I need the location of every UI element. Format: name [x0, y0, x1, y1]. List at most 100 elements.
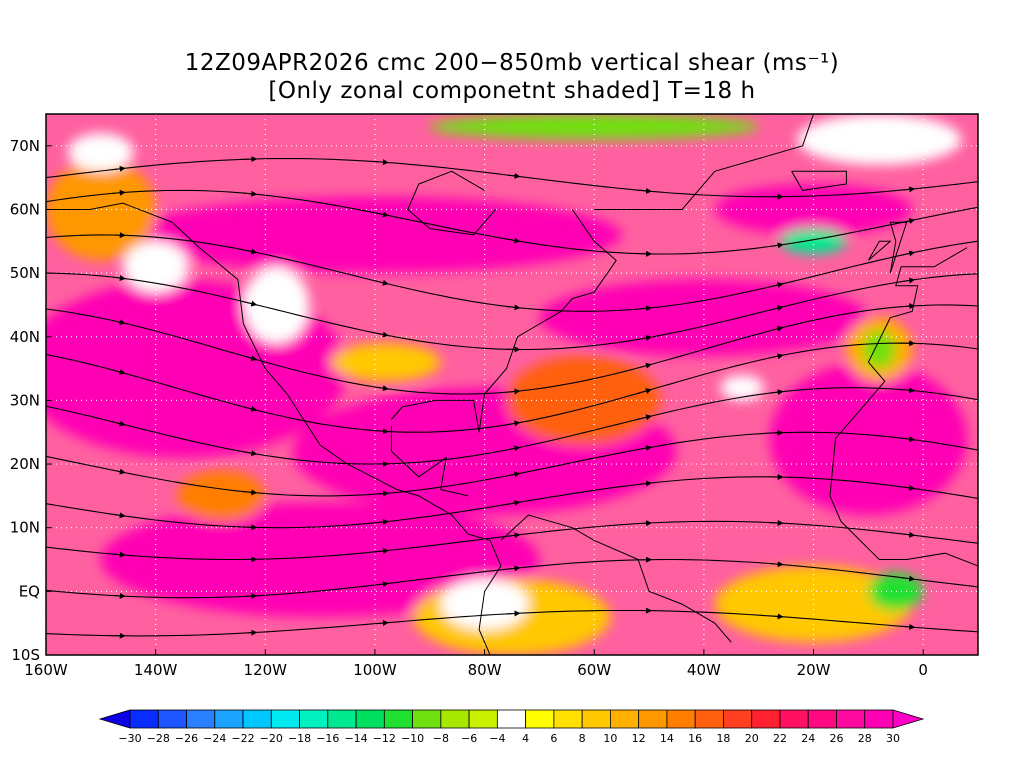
streamline-arrow	[638, 520, 653, 527]
streamline-arrow	[901, 303, 916, 310]
streamline-arrow	[506, 565, 521, 572]
coastline	[867, 247, 968, 363]
colorbar-box	[214, 709, 244, 729]
colorbar-box	[270, 709, 300, 729]
y-tick-label: 50N	[10, 264, 40, 282]
colorbar-label: 26	[829, 732, 843, 745]
y-tick-label: 60N	[10, 200, 40, 218]
streamline-arrow	[243, 450, 258, 457]
y-tick-label: EQ	[19, 582, 40, 600]
streamline-arrow	[506, 420, 521, 427]
colorbar-label: 18	[716, 732, 730, 745]
colorbar-box	[496, 709, 527, 729]
streamline-arrow	[901, 623, 916, 630]
coastline	[407, 170, 496, 236]
colorbar-box	[186, 709, 216, 729]
colorbar-box	[694, 709, 724, 729]
streamline-arrow	[111, 319, 126, 326]
colorbar-label: 12	[632, 732, 646, 745]
streamline-arrow	[374, 279, 389, 286]
shade-region	[177, 470, 266, 522]
shade-region	[797, 114, 962, 165]
streamline-arrow	[111, 165, 126, 172]
colorbar-label: −22	[231, 732, 254, 745]
streamline-arrow	[111, 369, 126, 375]
shade-region	[243, 266, 310, 344]
shade-region	[769, 362, 968, 515]
shade-region	[331, 343, 441, 382]
colorbar-box	[723, 709, 753, 729]
coastline	[594, 114, 814, 210]
colorbar-label: −28	[147, 732, 170, 745]
colorbar-label: −12	[373, 732, 396, 745]
streamline-arrow	[111, 420, 126, 427]
coastline	[829, 361, 978, 567]
colorbar-box	[610, 709, 640, 729]
colorbar-label: 24	[801, 732, 815, 745]
y-tick-label: 20N	[10, 455, 40, 473]
y-tick-label: 40N	[10, 328, 40, 346]
colorbar-label: −20	[260, 732, 283, 745]
colorbar-label: 16	[688, 732, 702, 745]
streamline-arrow	[111, 592, 126, 599]
colorbar-box	[299, 709, 329, 729]
x-tick-label: 160W	[24, 661, 68, 679]
colorbar-label: 6	[550, 732, 557, 745]
streamline-arrow	[769, 325, 784, 332]
streamline-arrow	[243, 405, 258, 412]
streamline-arrow	[506, 172, 521, 179]
streamline-arrow	[769, 242, 784, 249]
x-tick-label: 140W	[134, 661, 178, 679]
streamline-arrow	[506, 237, 521, 244]
streamline-arrow	[769, 305, 784, 312]
shade-region	[868, 572, 924, 611]
colorbar-box	[327, 709, 357, 729]
streamline-arrow	[506, 532, 521, 539]
map-plot-area	[46, 114, 978, 655]
colorbar-box	[525, 709, 555, 729]
shade-region	[720, 374, 765, 401]
streamline-arrow	[243, 629, 258, 636]
streamline-arrow	[111, 468, 126, 475]
streamline-arrow	[901, 484, 916, 491]
streamline-arrow	[506, 500, 521, 506]
streamline-arrow	[637, 362, 652, 369]
colorbar-box	[666, 709, 696, 729]
y-tick-label: 10S	[11, 646, 40, 664]
colorbar-box	[157, 709, 187, 729]
streamline-arrow	[374, 385, 389, 392]
streamline-arrow	[243, 190, 258, 197]
chart-title-line1: 12Z09APR2026 cmc 200−850mb vertical shea…	[185, 50, 839, 76]
colorbar-box	[553, 709, 583, 729]
colorbar-label: −30	[118, 732, 141, 745]
streamline-arrow	[901, 436, 916, 443]
streamline-arrow	[638, 305, 653, 312]
colorbar-box	[412, 709, 442, 729]
y-tick-label: 70N	[10, 137, 40, 155]
streamlines	[46, 156, 978, 639]
shade-region	[67, 133, 134, 172]
shade-region	[429, 114, 759, 140]
coastline	[391, 399, 480, 433]
streamline-arrow	[901, 531, 916, 538]
coastline	[867, 240, 892, 261]
streamline-arrow	[901, 575, 916, 582]
y-tick-label: 10N	[10, 519, 40, 537]
streamline-arrow	[374, 331, 389, 338]
x-tick-label: 0	[918, 661, 928, 679]
coastline	[390, 425, 469, 497]
colorbar-label: 20	[745, 732, 759, 745]
colorbar-end-left	[98, 709, 131, 729]
y-tick-label: 30N	[10, 391, 40, 409]
streamline-arrow	[374, 490, 389, 497]
colorbar-label: 8	[579, 732, 586, 745]
streamline-arrow	[638, 187, 653, 194]
colorbar-box	[581, 709, 611, 729]
streamline-arrow	[243, 593, 258, 600]
streamline-arrow	[901, 387, 916, 394]
x-tick-label: 60W	[577, 661, 611, 679]
colorbar-box	[383, 709, 413, 729]
streamline-arrow	[374, 519, 389, 525]
streamline-arrow	[374, 581, 389, 588]
streamline-arrow	[901, 217, 916, 224]
